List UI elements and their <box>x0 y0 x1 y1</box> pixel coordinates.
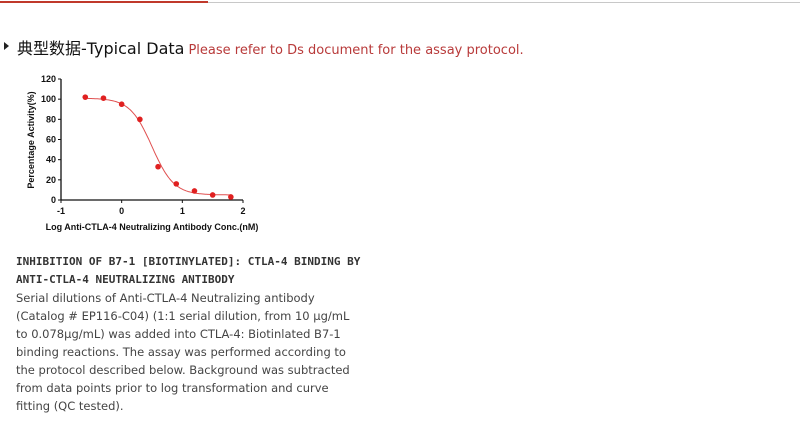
protocol-note: Please refer to Ds document for the assa… <box>188 43 524 58</box>
y-tick-label: 40 <box>46 155 56 165</box>
x-tick-label: 1 <box>180 206 185 216</box>
x-tick-label: 0 <box>119 206 124 216</box>
fit-curve <box>85 97 231 196</box>
y-tick-label: 0 <box>51 195 56 205</box>
x-tick-label: 2 <box>240 206 245 216</box>
data-point <box>173 181 180 187</box>
y-tick-label: 20 <box>46 175 56 185</box>
data-point <box>118 101 125 108</box>
y-tick-label: 100 <box>41 94 56 104</box>
description-body: Serial dilutions of Anti-CTLA-4 Neutrali… <box>16 291 350 413</box>
y-tick-label: 60 <box>46 135 56 145</box>
y-tick-label: 80 <box>46 114 56 124</box>
y-tick-label: 120 <box>41 74 56 84</box>
divider <box>0 2 800 3</box>
data-point <box>82 94 89 100</box>
section-title: 典型数据-Typical Data <box>17 39 185 58</box>
data-point <box>191 188 198 194</box>
data-point <box>209 192 216 198</box>
triangle-bullet-icon <box>4 42 9 50</box>
x-axis-label: Log Anti-CTLA-4 Neutralizing Antibody Co… <box>46 222 259 232</box>
data-point <box>228 194 234 200</box>
data-point <box>100 95 107 101</box>
data-point <box>155 163 161 170</box>
description-title: INHIBITION OF B7-1 [BIOTINYLATED]: CTLA-… <box>16 255 361 286</box>
section-heading: 典型数据-Typical Data Please refer to Ds docu… <box>4 35 524 59</box>
data-point <box>137 116 143 123</box>
y-axis-label: Percentage Activity(%) <box>26 91 36 188</box>
x-tick-label: -1 <box>57 206 65 216</box>
active-tab-indicator <box>0 1 208 3</box>
description: INHIBITION OF B7-1 [BIOTINYLATED]: CTLA-… <box>16 253 361 415</box>
